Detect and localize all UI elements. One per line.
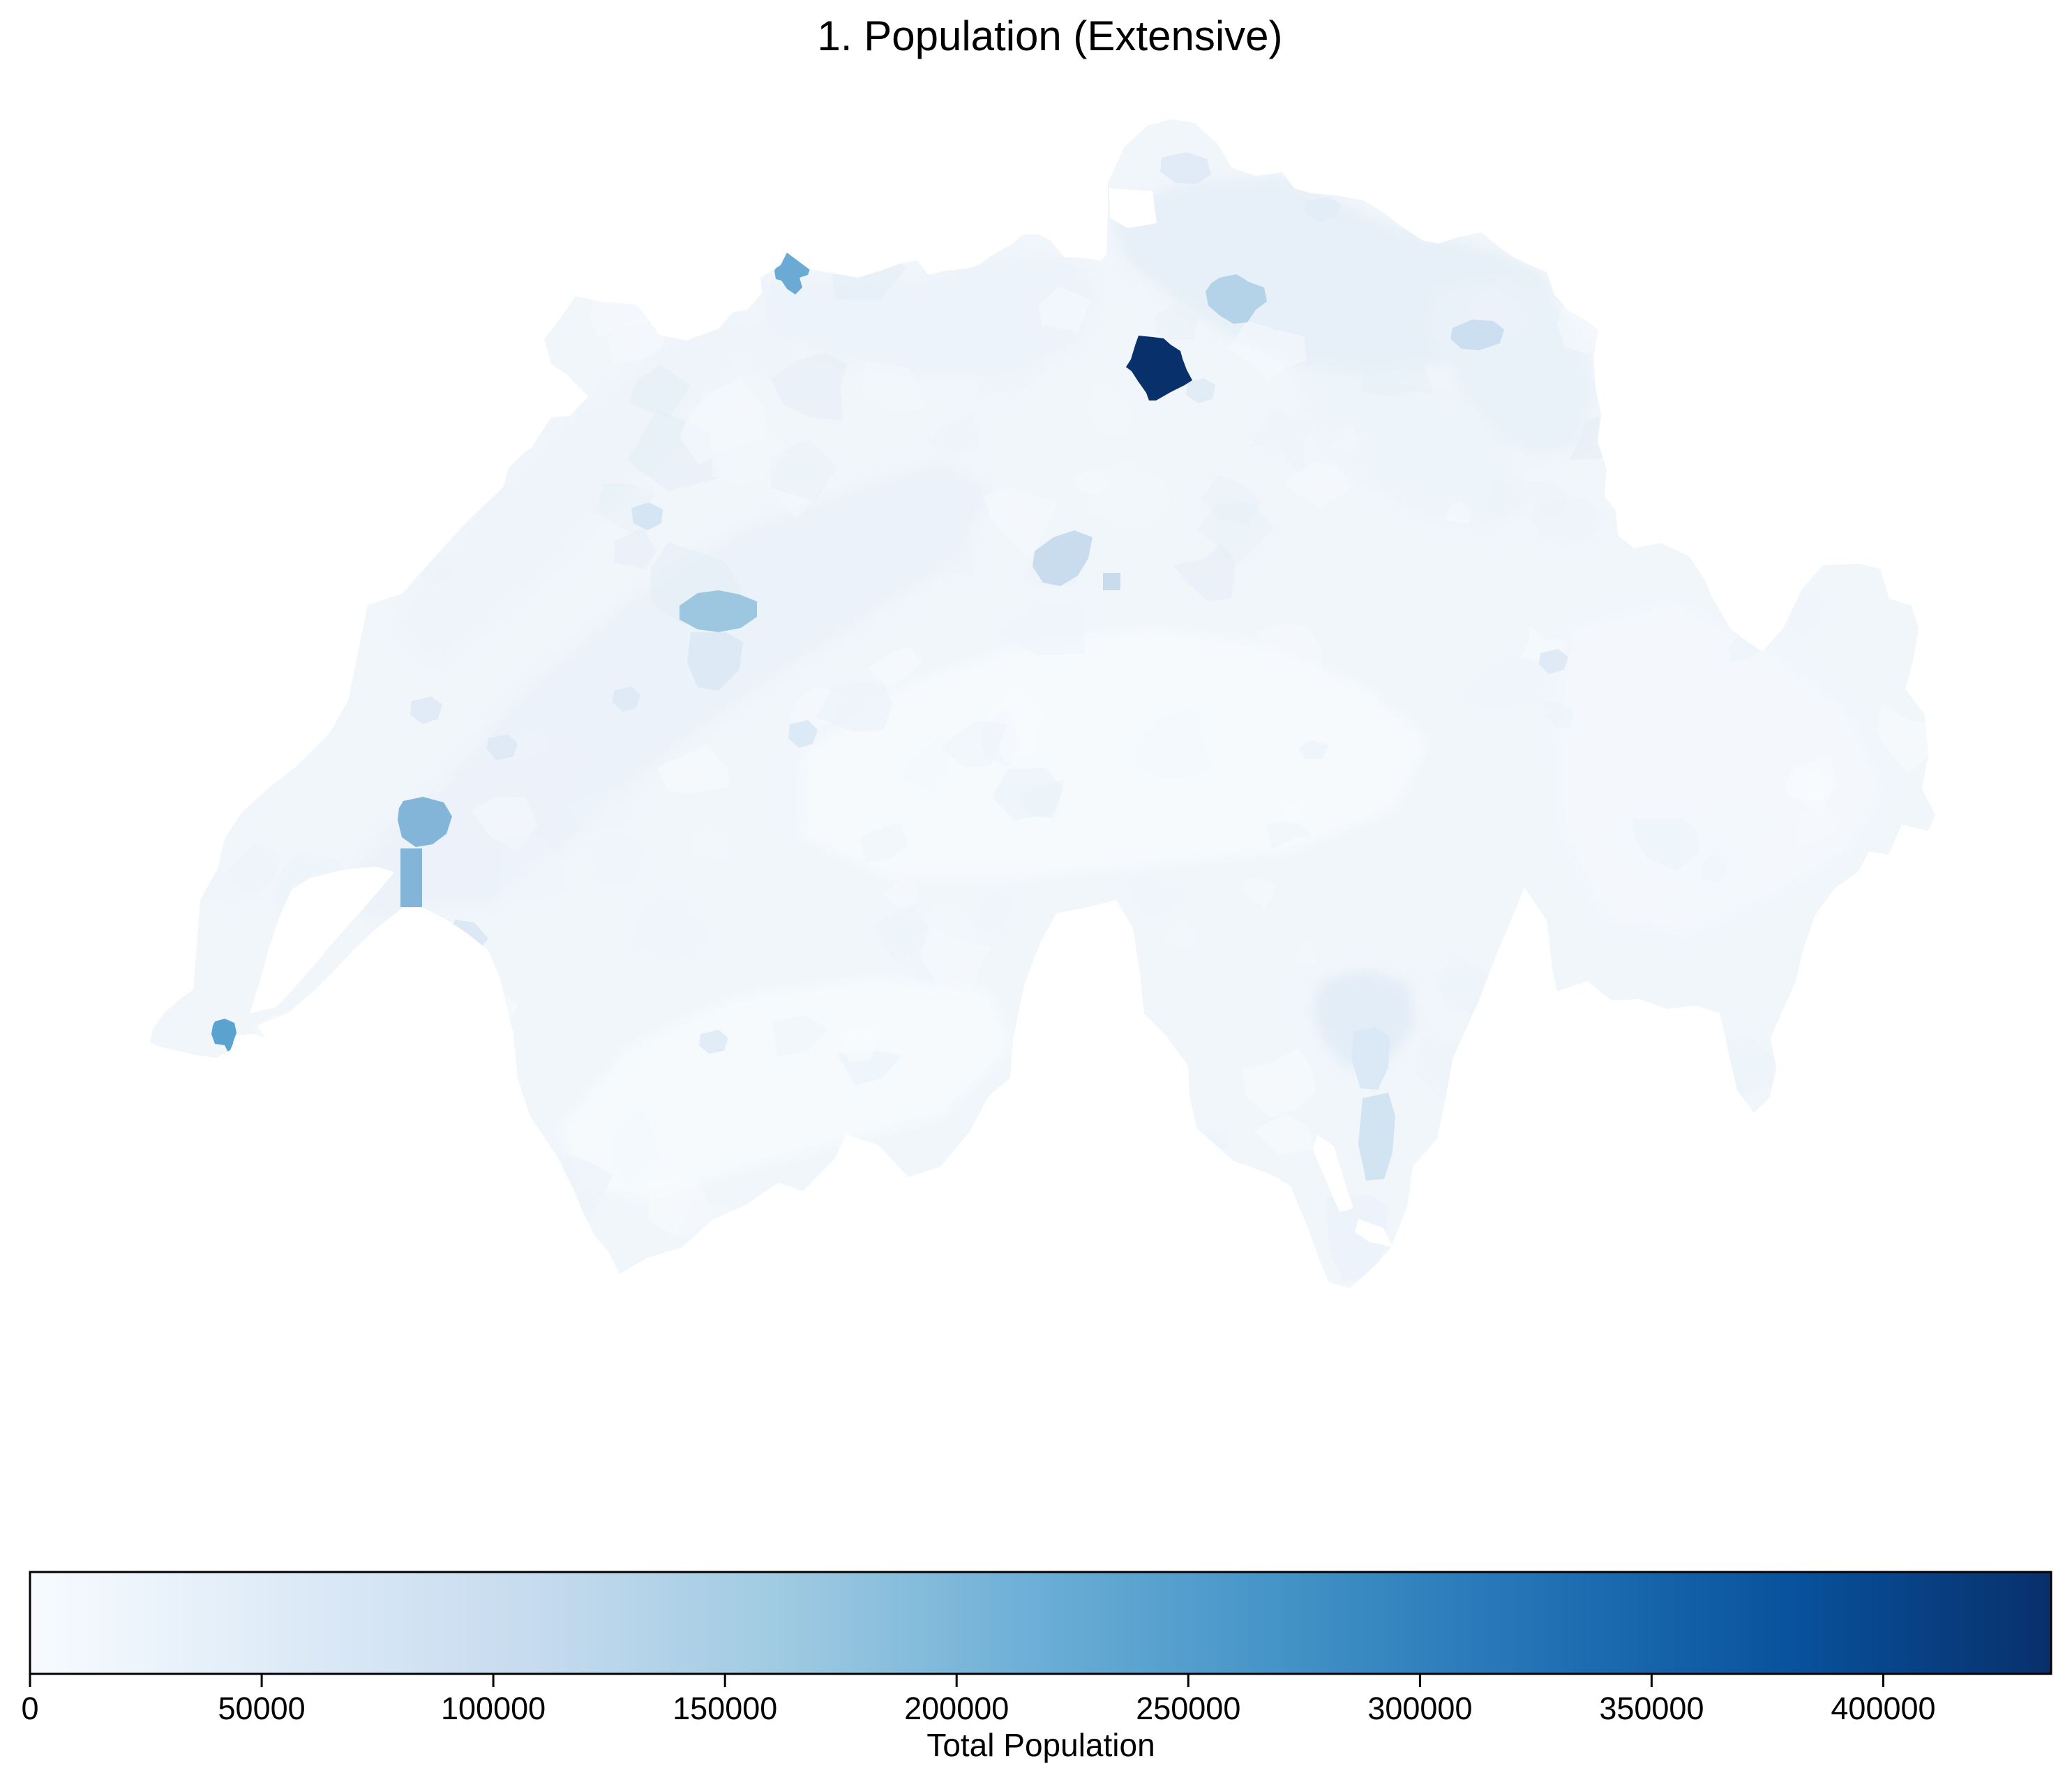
- svg-text:300000: 300000: [1367, 1691, 1472, 1726]
- svg-text:250000: 250000: [1136, 1691, 1240, 1726]
- svg-text:150000: 150000: [673, 1691, 777, 1726]
- svg-text:100000: 100000: [441, 1691, 546, 1726]
- svg-text:1. Population (Extensive): 1. Population (Extensive): [817, 13, 1282, 59]
- svg-text:200000: 200000: [904, 1691, 1009, 1726]
- svg-text:Total Population: Total Population: [926, 1727, 1155, 1763]
- svg-text:0: 0: [21, 1691, 38, 1726]
- svg-text:350000: 350000: [1599, 1691, 1704, 1726]
- svg-text:400000: 400000: [1831, 1691, 1935, 1726]
- svg-text:50000: 50000: [218, 1691, 306, 1726]
